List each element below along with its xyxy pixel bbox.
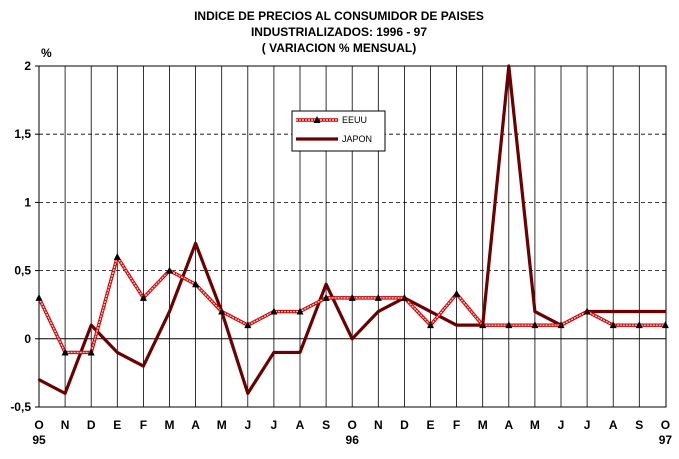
x-tick-label: J [584,418,591,432]
x-tick-label: N [61,418,70,432]
eeuu-point [322,293,330,301]
japon-point [37,378,41,381]
chart-title-line: INDUSTRIALIZADOS: 1996 - 97 [251,25,427,39]
eeuu-point [166,266,173,274]
x-tick-label: A [504,418,513,432]
y-tick-label: 2 [24,59,31,73]
x-tick-label: A [191,418,200,432]
chart-title: INDICE DE PRECIOS AL CONSUMIDOR DE PAISE… [194,9,484,55]
legend-box [291,110,386,152]
legend: EEUU JAPON [291,110,386,152]
x-year-label: 97 [659,433,673,447]
japon-point [351,337,354,340]
eeuu-point [35,293,43,301]
eeuu-point [113,252,121,260]
eeuu-point [531,321,539,329]
eeuu-point [296,307,304,315]
x-tick-label: E [113,418,121,432]
eeuu-point [192,280,200,288]
japon-point [324,283,328,286]
x-tick-label: M [165,418,175,432]
y-tick-label: 1,5 [14,127,31,141]
x-year-label: 95 [32,433,46,447]
eeuu-point [427,321,434,329]
x-tick-label: F [140,418,147,432]
x-tick-label: J [558,418,565,432]
eeuu-point [505,321,513,329]
y-tick-label: 0,5 [14,264,31,278]
japon-point [559,323,563,327]
japon-point [612,310,615,313]
japon-point [507,64,510,68]
x-tick-label: M [217,418,227,432]
x-tick-label: F [453,418,460,432]
y-tick-label: 1 [24,195,31,209]
japon-point [168,310,171,313]
eeuu-point [374,293,382,301]
eeuu-point [453,289,461,297]
japon-point [194,242,197,245]
x-tick-label: O [348,418,357,432]
x-tick-label: M [530,418,540,432]
japon-point [403,296,406,300]
japon-point [298,351,302,354]
y-axis-label: % [41,46,52,60]
x-tick-label: J [271,418,278,432]
japon-point [90,323,93,327]
x-tick-label: A [296,418,305,432]
x-tick-label: E [426,418,434,432]
legend-label-japon: JAPON [342,134,372,144]
eeuu-point [348,293,356,301]
y-tick-label: -0,5 [10,400,31,414]
x-tick-label: D [87,418,96,432]
japon-point [272,351,276,354]
legend-label-eeuu: EEUU [342,115,367,125]
eeuu-point [61,348,69,356]
eeuu-point [661,321,669,329]
eeuu-point [635,321,643,329]
eeuu-point [87,348,95,356]
japon-point [429,310,432,313]
japon-point [116,351,119,354]
japon-point [377,310,380,313]
x-tick-label: D [400,418,409,432]
eeuu-point [244,321,252,329]
japon-point [638,310,641,313]
eeuu-point [139,293,147,301]
x-tick-label: J [244,418,251,432]
japon-point [481,323,484,327]
x-tick-label: A [609,418,618,432]
chart-title-line: ( VARIACION % MENSUAL) [262,41,416,55]
japon-point [220,310,223,313]
x-tick-label: S [635,418,643,432]
chart-title-line: INDICE DE PRECIOS AL CONSUMIDOR DE PAISE… [194,9,484,23]
eeuu-point [270,307,278,315]
japon-point [455,323,458,327]
legend-marker-eeuu [313,116,321,123]
x-year-label: 96 [346,433,360,447]
x-tick-label: S [322,418,330,432]
japon-point [142,364,145,368]
x-tick-label: N [374,418,383,432]
eeuu-point [609,321,617,329]
x-tick-label: O [34,418,43,432]
japon-point [246,392,249,395]
x-tick-label: O [661,418,670,432]
x-tick-label: M [478,418,488,432]
japon-point [664,310,667,313]
y-tick-label: 0 [24,332,31,346]
japon-point [585,310,589,313]
japon-point [533,310,537,313]
japon-point [63,392,67,395]
